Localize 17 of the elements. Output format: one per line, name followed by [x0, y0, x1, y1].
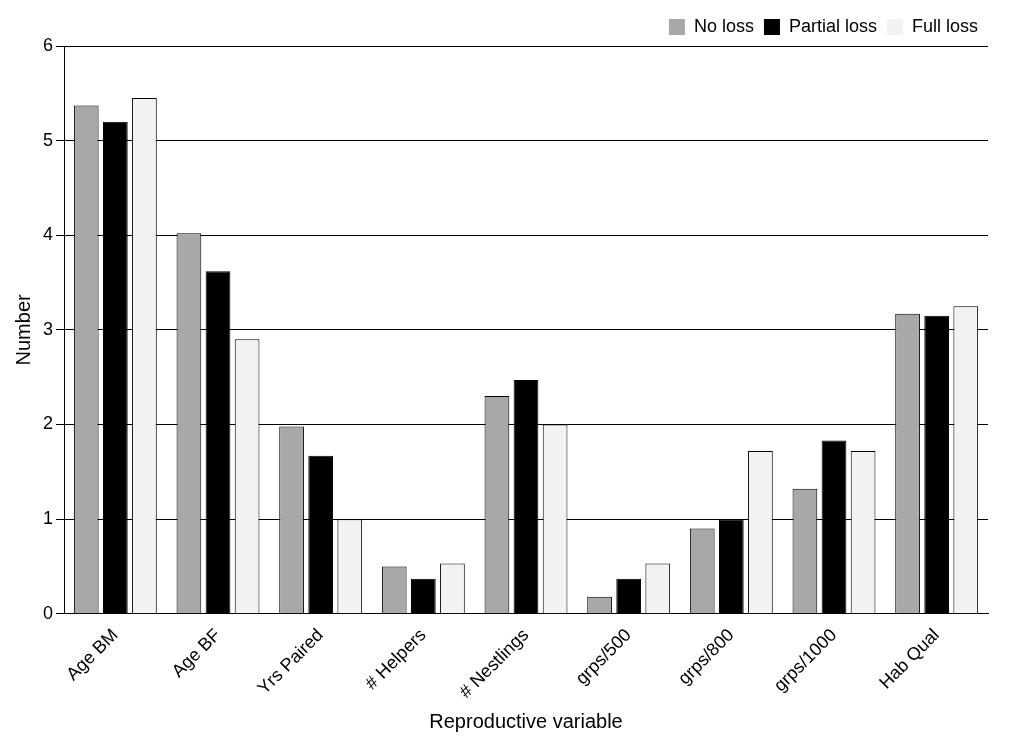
bar	[410, 578, 436, 614]
bar	[616, 578, 642, 614]
y-tick-label: 1	[43, 508, 54, 529]
y-tick-label: 5	[43, 129, 54, 150]
y-axis-title: Number	[11, 293, 34, 366]
y-tick-label: 2	[43, 413, 54, 434]
y-tick-label: 4	[43, 224, 54, 245]
y-tick-label: 3	[43, 318, 54, 339]
bar	[718, 519, 744, 614]
x-axis-title: Reproductive variable	[429, 709, 623, 732]
x-tick-label: Age BM	[62, 624, 122, 685]
legend-label: Partial loss	[788, 15, 877, 36]
legend-label: Full loss	[911, 15, 978, 36]
x-tick-label: Age BF	[167, 624, 225, 682]
legend-label: No loss	[693, 15, 754, 36]
y-tick-label: 0	[43, 602, 54, 623]
y-tick-label: 6	[43, 34, 54, 55]
